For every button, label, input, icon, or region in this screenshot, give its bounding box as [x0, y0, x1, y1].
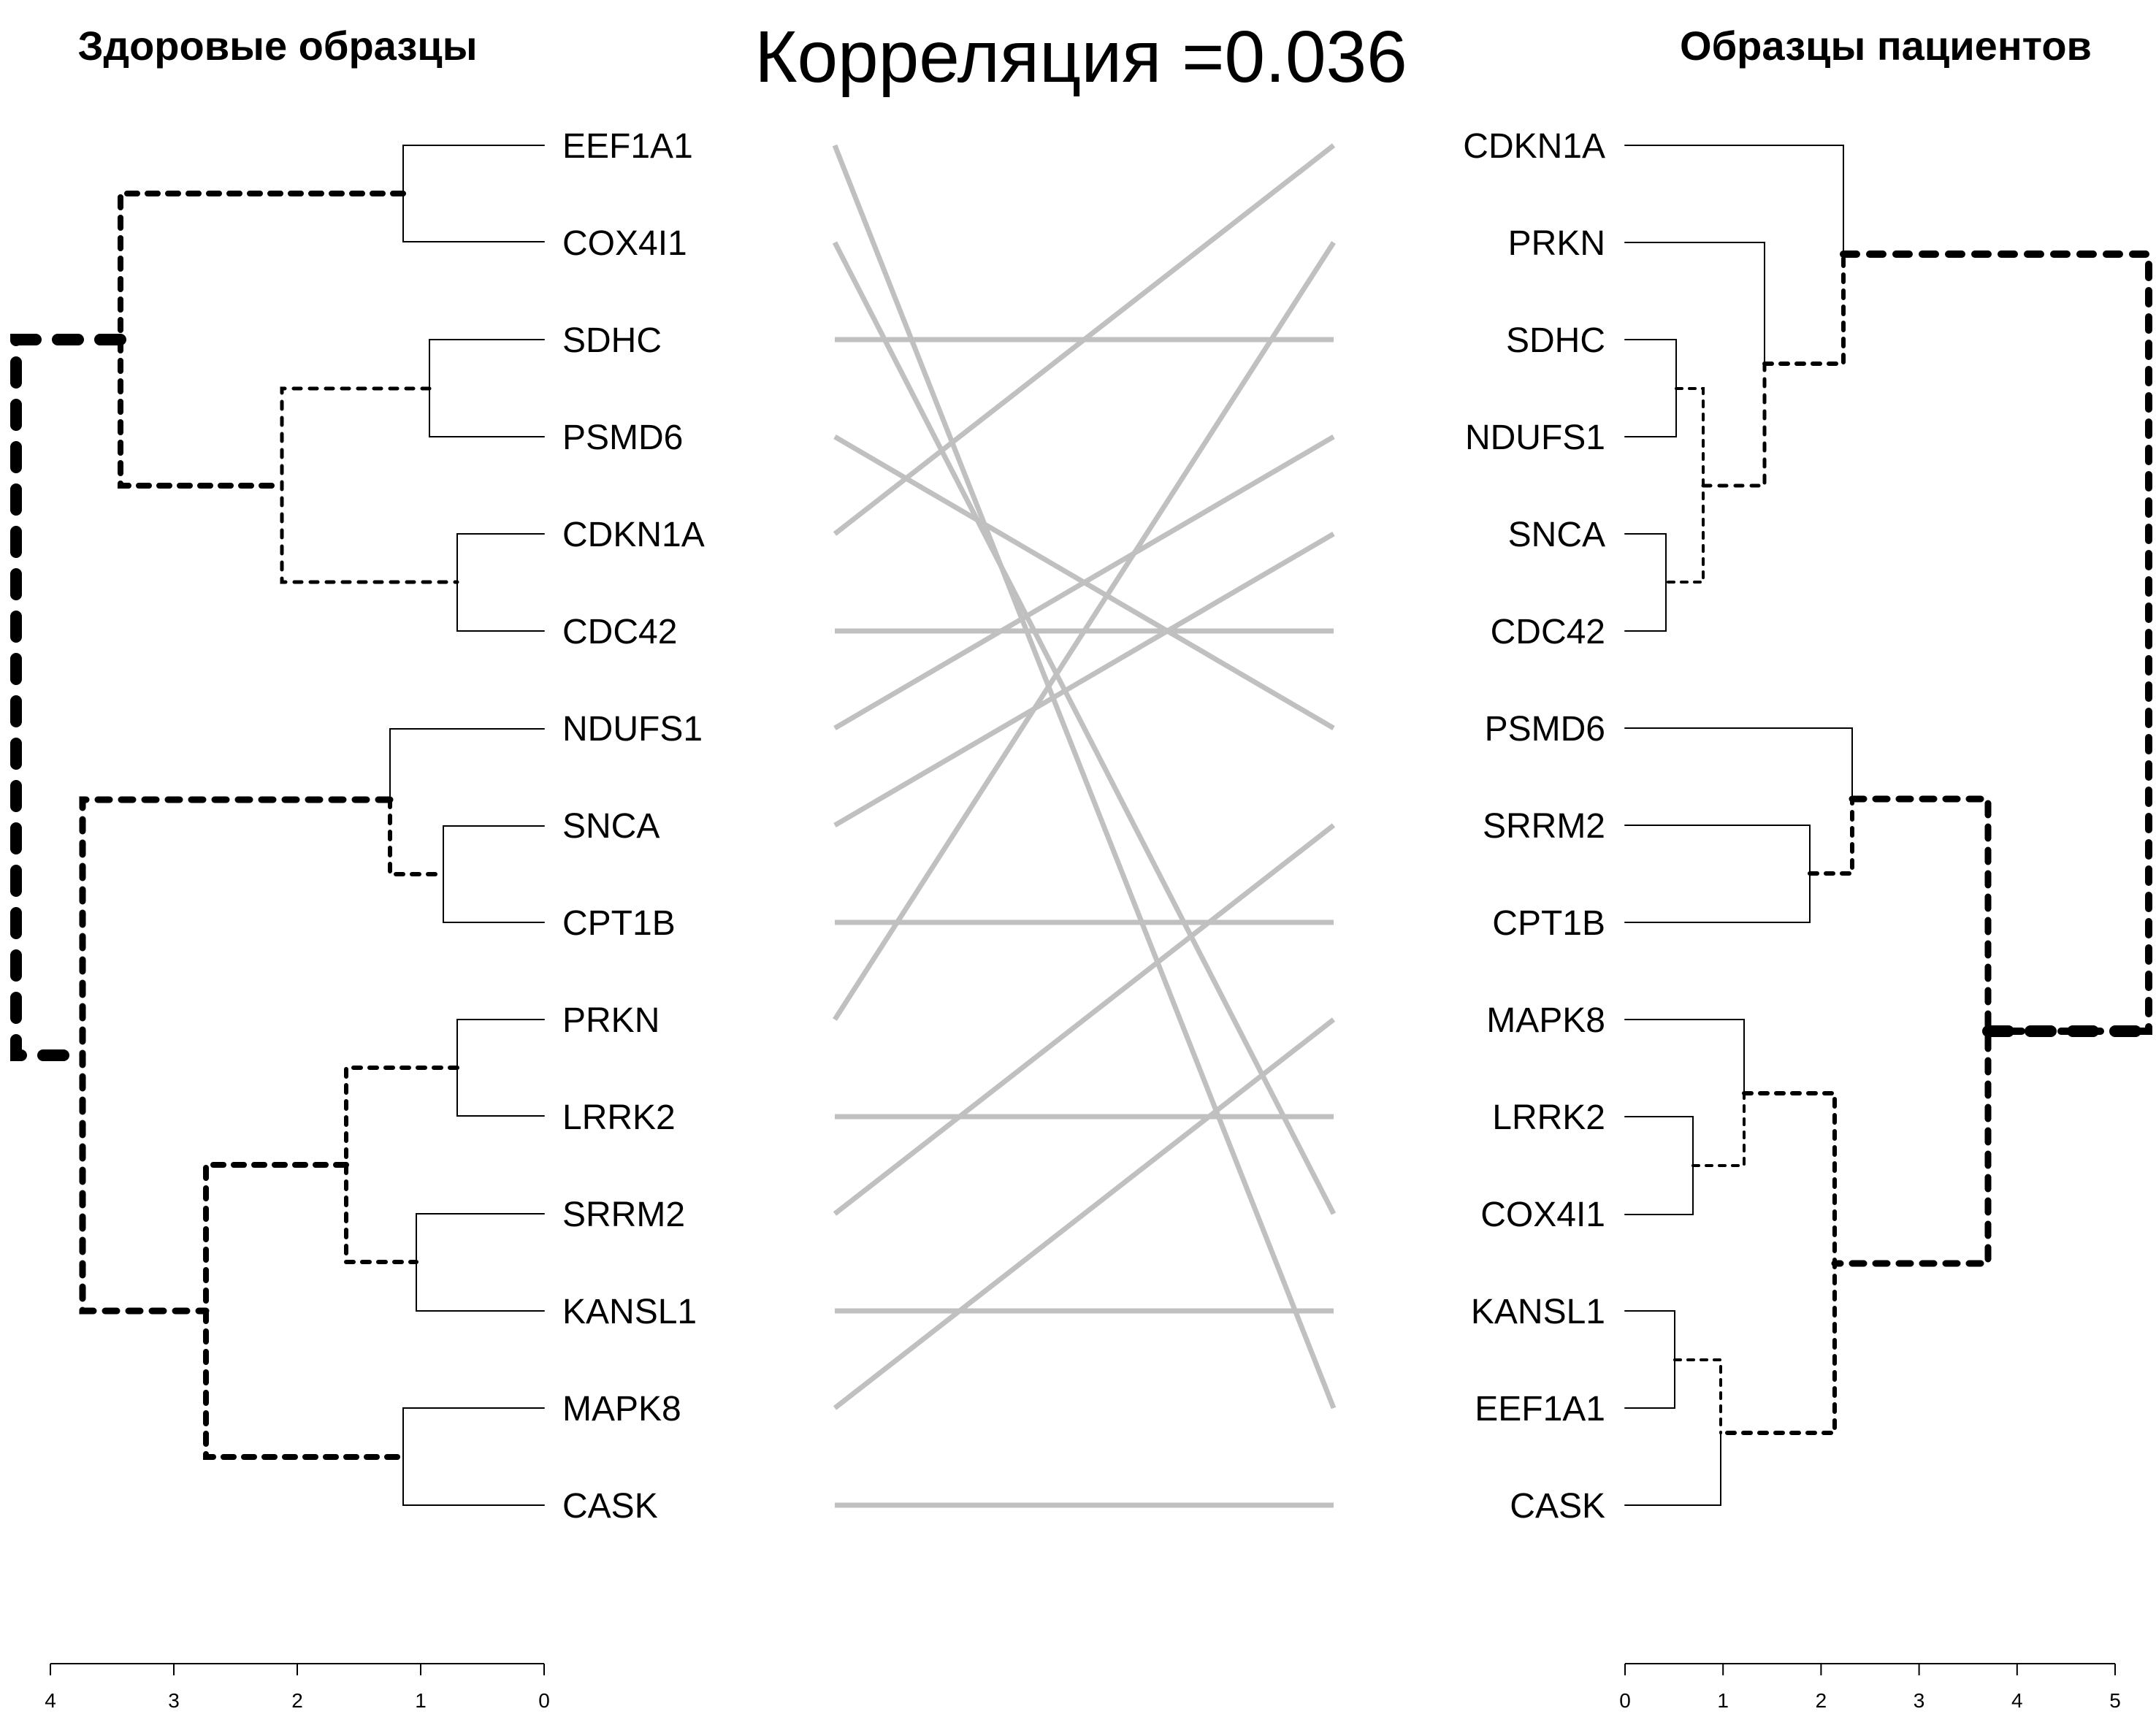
branch-bottom-group	[79, 796, 394, 1315]
left-leaf-psmd6: PSMD6	[562, 418, 683, 457]
left-dendrogram	[10, 145, 545, 1506]
left-axis-label-3: 3	[168, 1689, 180, 1712]
right-leaf-mapk8: MAPK8	[1486, 1001, 1605, 1040]
merge-lrrk2-cox4i1	[1624, 1116, 1694, 1215]
connector-snca	[833, 531, 1335, 828]
right-axis-label-5: 5	[2109, 1689, 2121, 1712]
right-leaf-kansl1: KANSL1	[1471, 1293, 1605, 1331]
merge-psmd6-cluster	[1624, 727, 1853, 800]
left-axis-label-0: 0	[538, 1689, 550, 1712]
merge-kansl1-eef1a1	[1624, 1310, 1675, 1409]
branch-sdhc-cdc42	[1664, 387, 1705, 584]
left-leaf-labels: EEF1A1 COX4I1 SDHC PSMD6 CDKN1A CDC42 NDUFS1 SN…	[562, 127, 705, 1526]
left-leaf-sdhc: SDHC	[562, 321, 662, 360]
right-axis-label-3: 3	[1914, 1689, 1925, 1712]
branch-kansl1-group	[1673, 1358, 1722, 1434]
left-panel-title: Здоровые образцы	[77, 23, 477, 69]
merge-prkn-cluster	[1624, 242, 1765, 364]
connector-srrm2	[833, 823, 1336, 1216]
left-leaf-prkn: PRKN	[562, 1001, 660, 1040]
connector-prkn	[833, 241, 1336, 1021]
left-axis: 4 3 2 1 0	[45, 1663, 550, 1712]
right-leaf-srrm2: SRRM2	[1483, 807, 1605, 846]
connector-eef1a1	[832, 144, 1337, 1410]
merge-sdhc-psmd6	[429, 339, 545, 437]
connector-cdkn1a	[833, 143, 1336, 536]
branch-root	[10, 334, 126, 1061]
branch-sdhc-cdc42	[280, 386, 459, 584]
left-leaf-srrm2: SRRM2	[562, 1196, 685, 1234]
branch-srrm2-group	[1808, 797, 1854, 876]
merge-cask-cluster	[1624, 1432, 1721, 1506]
right-leaf-eef1a1: EEF1A1	[1475, 1390, 1605, 1428]
right-leaf-cdkn1a: CDKN1A	[1463, 127, 1605, 166]
merge-snca-cpt1b	[443, 825, 545, 923]
merge-sdhc-ndufs1	[1624, 339, 1677, 437]
right-axis-label-4: 4	[2011, 1689, 2023, 1712]
merge-srrm2-cpt1b	[1624, 825, 1811, 923]
connector-mapk8	[833, 1017, 1336, 1410]
branch-ndufs1-snca	[388, 798, 446, 876]
left-leaf-snca: SNCA	[562, 807, 660, 846]
right-axis: 0 1 2 3 4 5	[1619, 1663, 2121, 1712]
merge-mapk8-cask	[402, 1407, 545, 1506]
branch-top-group	[118, 191, 406, 489]
left-leaf-kansl1: KANSL1	[562, 1293, 697, 1331]
branch-cdkn1a-group	[1762, 252, 1846, 366]
branch-bottom-subgroup	[203, 1162, 406, 1460]
merge-srrm2-kansl1	[416, 1213, 545, 1312]
right-leaf-cdc42: CDC42	[1491, 613, 1605, 651]
branch-prkn-kansl1	[344, 1066, 459, 1264]
main-title: Корреляция =0.036	[754, 16, 1407, 98]
left-leaf-mapk8: MAPK8	[562, 1390, 681, 1428]
branch-lower-group	[1831, 795, 1992, 1267]
right-leaf-prkn: PRKN	[1508, 224, 1605, 263]
right-leaf-snca: SNCA	[1508, 516, 1605, 554]
right-leaf-cox4i1: COX4I1	[1480, 1196, 1605, 1234]
left-axis-label-2: 2	[291, 1689, 303, 1712]
right-panel-title: Образцы пациентов	[1680, 23, 2092, 69]
left-leaf-cdkn1a: CDKN1A	[562, 516, 705, 554]
merge-cdkn1a-cdc42	[456, 533, 545, 632]
left-axis-label-1: 1	[415, 1689, 427, 1712]
right-leaf-psmd6: PSMD6	[1485, 710, 1605, 749]
right-axis-label-0: 0	[1619, 1689, 1631, 1712]
branch-mapk8-cask	[1719, 1091, 1837, 1435]
right-leaf-cask: CASK	[1510, 1487, 1605, 1526]
left-leaf-cpt1b: CPT1B	[562, 904, 676, 943]
branch-root	[1840, 250, 2152, 1035]
merge-eef1a1-cox4i1	[402, 145, 545, 242]
right-leaf-lrrk2: LRRK2	[1492, 1098, 1605, 1137]
branch-lrrk2-group	[1691, 1092, 1746, 1167]
connector-ndufs1	[833, 434, 1335, 731]
left-leaf-cox4i1: COX4I1	[562, 224, 687, 263]
right-dendrogram	[1624, 145, 2156, 1506]
right-leaf-sdhc: SDHC	[1506, 321, 1605, 360]
left-leaf-cask: CASK	[562, 1487, 658, 1526]
merge-prkn-lrrk2	[456, 1019, 545, 1117]
merge-ndufs1-snca	[389, 728, 545, 800]
right-axis-label-1: 1	[1717, 1689, 1729, 1712]
left-leaf-ndufs1: NDUFS1	[562, 710, 703, 749]
merge-mapk8-cluster	[1624, 1019, 1745, 1094]
left-leaf-cdc42: CDC42	[562, 613, 677, 651]
left-leaf-lrrk2: LRRK2	[562, 1098, 676, 1137]
right-axis-label-2: 2	[1816, 1689, 1827, 1712]
branch-prkn-group	[1701, 362, 1767, 488]
connector-lines	[832, 143, 1337, 1508]
right-leaf-ndufs1: NDUFS1	[1465, 418, 1605, 457]
left-leaf-eef1a1: EEF1A1	[562, 127, 693, 166]
right-leaf-labels: CDKN1A PRKN SDHC NDUFS1 SNCA CDC42 PSMD6 SRRM2 C…	[1463, 127, 1605, 1526]
merge-snca-cdc42	[1624, 533, 1667, 632]
merge-cdkn1a-cluster	[1624, 145, 1844, 255]
left-axis-label-4: 4	[45, 1689, 56, 1712]
right-leaf-cpt1b: CPT1B	[1492, 904, 1605, 943]
connector-cox4i1	[832, 241, 1337, 1215]
